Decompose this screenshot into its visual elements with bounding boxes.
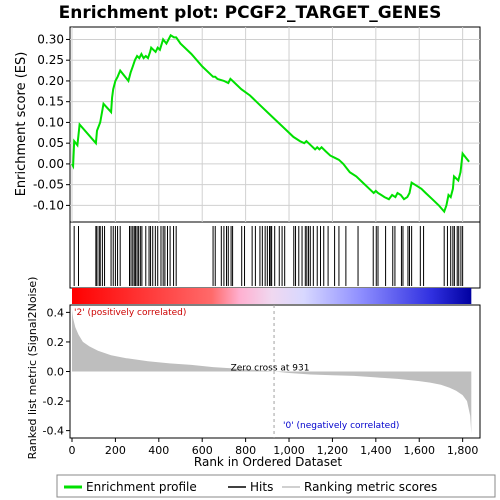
es-grid (70, 27, 480, 222)
metric-area (72, 309, 472, 434)
es-tick-label: -0.05 (33, 178, 64, 192)
neg-correlated-label: '0' (negatively correlated) (283, 421, 399, 431)
hits-markers (73, 226, 464, 286)
zero-cross-label: Zero cross at 931 (231, 364, 310, 374)
ranked-list-color-bar (72, 288, 472, 304)
metric-tick-label: 0.0 (47, 366, 65, 379)
es-tick-label: 0.05 (37, 136, 64, 150)
x-tick-label: 0 (69, 444, 76, 457)
x-tick-label: 1,200 (317, 444, 349, 457)
es-tick-label: 0.10 (37, 115, 64, 129)
legend-label-hits: Hits (250, 480, 273, 494)
metric-tick-label: -0.4 (43, 425, 64, 438)
es-tick-label: -0.10 (33, 198, 64, 212)
x-tick-label: 1,400 (360, 444, 392, 457)
es-y-axis: -0.10 -0.05 0.00 0.05 0.10 0.15 0.20 0.25 0.30 (33, 32, 70, 212)
chart-title: Enrichment plot: PCGF2_TARGET_GENES (59, 3, 442, 23)
x-axis-label: Rank in Ordered Dataset (194, 455, 342, 469)
x-tick-label: 400 (148, 444, 169, 457)
es-panel (69, 26, 481, 223)
legend-label-metric: Ranking metric scores (304, 480, 437, 494)
metric-tick-label: 0.2 (47, 336, 65, 349)
metric-y-label: Ranked list metric (Signal2Noise) (26, 277, 39, 460)
x-tick-label: 200 (105, 444, 126, 457)
metric-tick-label: 0.4 (47, 306, 65, 319)
pos-correlated-label: '2' (positively correlated) (74, 308, 186, 318)
x-axis: 0 200 400 600 800 1,000 1,200 1,400 1,600 1,800 (69, 438, 479, 457)
x-tick-label: 600 (192, 444, 213, 457)
metric-tick-label: -0.2 (43, 395, 64, 408)
es-line (71, 33, 470, 214)
metric-fill (72, 309, 472, 434)
es-tick-label: 0.30 (37, 32, 64, 46)
es-tick-label: 0.15 (37, 95, 64, 109)
x-tick-label: 800 (235, 444, 256, 457)
x-tick-label: 1,000 (273, 444, 305, 457)
es-tick-label: 0.25 (37, 53, 64, 67)
legend-label-es: Enrichment profile (86, 480, 197, 494)
x-tick-label: 1,600 (403, 444, 435, 457)
legend-box (56, 474, 496, 498)
es-y-label: Enrichment score (ES) (14, 52, 29, 197)
x-tick-label: 1,800 (447, 444, 479, 457)
metric-y-axis: -0.4 -0.2 0.0 0.2 0.4 (43, 306, 70, 438)
es-tick-label: 0.00 (37, 157, 64, 171)
es-tick-label: 0.20 (37, 74, 64, 88)
